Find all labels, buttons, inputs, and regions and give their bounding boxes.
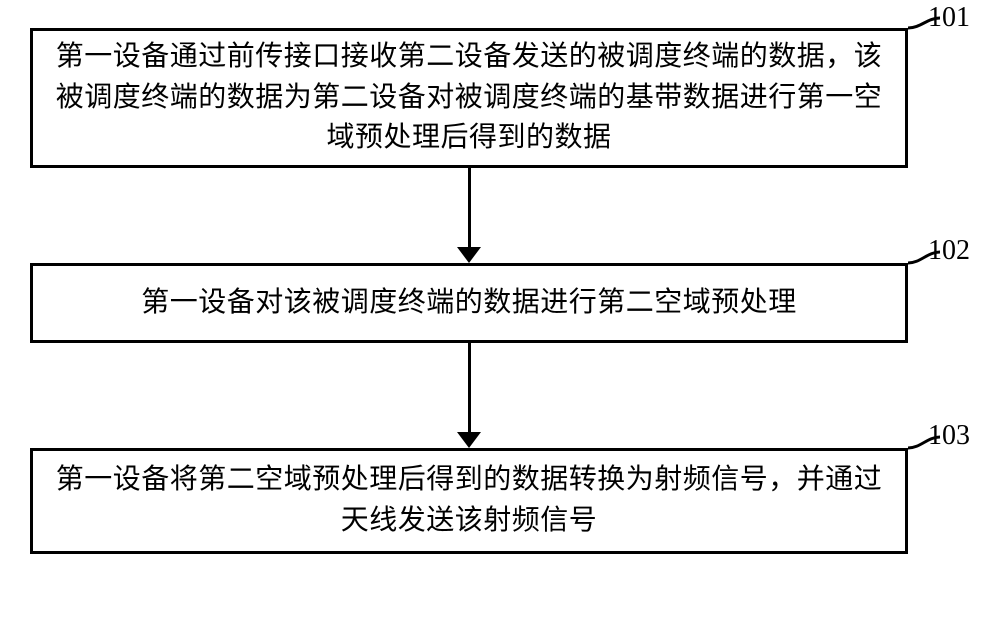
step-text: 第一设备通过前传接口接收第二设备发送的被调度终端的数据，该被调度终端的数据为第二… bbox=[55, 37, 883, 159]
arrow-line-2 bbox=[468, 343, 471, 432]
arrow-head-icon bbox=[457, 432, 481, 448]
step-box-102: 第一设备对该被调度终端的数据进行第二空域预处理 bbox=[30, 263, 908, 343]
label-leader-3 bbox=[906, 435, 942, 450]
step-text: 第一设备对该被调度终端的数据进行第二空域预处理 bbox=[141, 283, 797, 324]
step-box-101: 第一设备通过前传接口接收第二设备发送的被调度终端的数据，该被调度终端的数据为第二… bbox=[30, 28, 908, 168]
label-leader-2 bbox=[906, 250, 942, 265]
arrow-head-icon bbox=[457, 247, 481, 263]
flowchart-canvas: 第一设备通过前传接口接收第二设备发送的被调度终端的数据，该被调度终端的数据为第二… bbox=[0, 0, 1000, 637]
arrow-line-1 bbox=[468, 168, 471, 247]
step-text: 第一设备将第二空域预处理后得到的数据转换为射频信号，并通过天线发送该射频信号 bbox=[55, 460, 883, 541]
label-leader-1 bbox=[906, 16, 942, 30]
step-box-103: 第一设备将第二空域预处理后得到的数据转换为射频信号，并通过天线发送该射频信号 bbox=[30, 448, 908, 554]
